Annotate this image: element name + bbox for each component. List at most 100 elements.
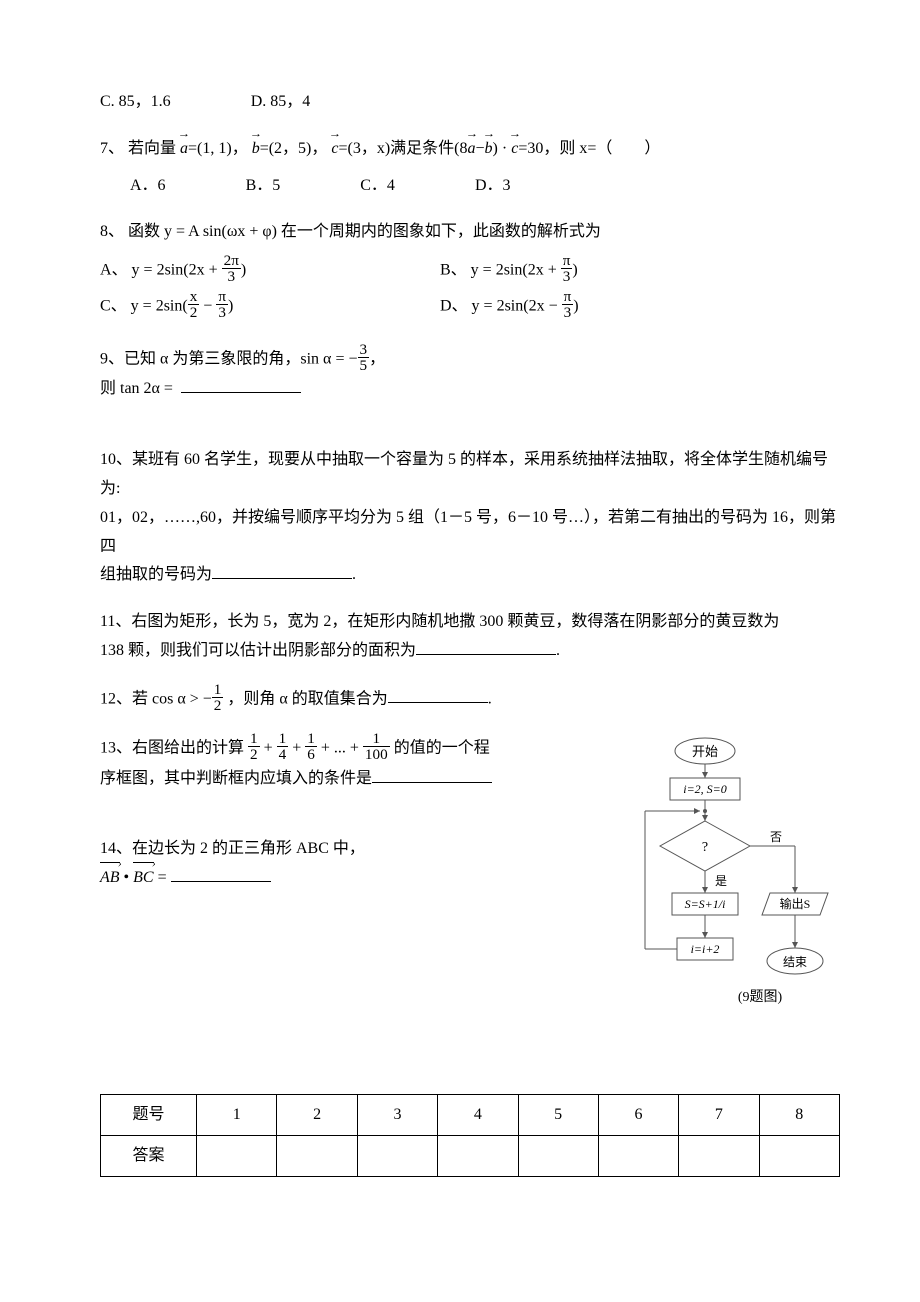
td-7 bbox=[679, 1135, 759, 1176]
th-8: 8 bbox=[759, 1094, 839, 1135]
q6-opt-d: D. 85，4 bbox=[251, 88, 311, 117]
q9-line1: 9、已知 α 为第三象限的角，sin α = −35， bbox=[100, 344, 840, 375]
q14-l2: AB • BC = bbox=[100, 864, 610, 893]
spacer2 bbox=[100, 811, 610, 835]
q10-blank bbox=[212, 562, 352, 579]
q13f1n: 1 bbox=[248, 731, 260, 746]
q13-p2: + bbox=[288, 740, 305, 757]
q6-options: C. 85，1.6 D. 85，4 bbox=[100, 88, 840, 117]
flowchart-svg: 开始 i=2, S=0 ? 是 否 S=S+1/i 输出S bbox=[630, 733, 840, 1053]
q6-opt-c: C. 85，1.6 bbox=[100, 88, 171, 117]
q8-stem: 8、 函数 y = A sin(ωx + φ) 在一个周期内的图象如下，此函数的… bbox=[100, 218, 840, 247]
vec-c: c bbox=[331, 135, 338, 164]
q8c-tail: ) bbox=[228, 297, 233, 314]
question-8: 8、 函数 y = A sin(ωx + φ) 在一个周期内的图象如下，此函数的… bbox=[100, 218, 840, 326]
q11-l2-lead: 138 颗，则我们可以估计出阴影部分的面积为 bbox=[100, 642, 416, 659]
q13-p1: + bbox=[260, 740, 277, 757]
q9-lead: 9、已知 α 为第三象限的角，sin α = − bbox=[100, 350, 358, 367]
q13-f2: 14 bbox=[277, 731, 289, 762]
q10-l3: 组抽取的号码为. bbox=[100, 561, 840, 590]
q7-eq-c: =(3，x)满足条件(8 bbox=[339, 140, 468, 157]
q13-q14-block: 13、右图给出的计算 12 + 14 + 16 + ... + 1100 的值的… bbox=[100, 733, 840, 1064]
question-9: 9、已知 α 为第三象限的角，sin α = −35， 则 tan 2α = bbox=[100, 344, 840, 404]
q14-blank bbox=[171, 865, 271, 882]
q11-l2: 138 颗，则我们可以估计出阴影部分的面积为. bbox=[100, 637, 840, 666]
q13-mid: 的值的一个程 bbox=[390, 740, 490, 757]
q11-l1: 11、右图为矩形，长为 5，宽为 2，在矩形内随机地撒 300 颗黄豆，数得落在… bbox=[100, 608, 840, 637]
th-1: 1 bbox=[197, 1094, 277, 1135]
th-7: 7 bbox=[679, 1094, 759, 1135]
q13f4n: 1 bbox=[363, 731, 390, 746]
q13-f4: 1100 bbox=[363, 731, 390, 762]
q11-l2-tail: . bbox=[556, 642, 560, 659]
answer-table: 题号 1 2 3 4 5 6 7 8 答案 bbox=[100, 1094, 840, 1177]
q7-opt-a: A．6 bbox=[130, 172, 166, 201]
q9-den: 5 bbox=[358, 357, 370, 373]
td-5 bbox=[518, 1135, 598, 1176]
q10-l1: 10、某班有 60 名学生，现要从中抽取一个容量为 5 的样本，采用系统抽样法抽… bbox=[100, 446, 840, 504]
fc-caption: (9题图) bbox=[738, 990, 783, 1005]
vec-a: a bbox=[180, 135, 188, 164]
q10-l2: 01，02，……,60，并按编号顺序平均分为 5 组（1－5 号，6－10 号…… bbox=[100, 504, 840, 562]
th-6: 6 bbox=[598, 1094, 678, 1135]
q13f2d: 4 bbox=[277, 746, 289, 762]
question-11: 11、右图为矩形，长为 5，宽为 2，在矩形内随机地撒 300 颗黄豆，数得落在… bbox=[100, 608, 840, 666]
q8-opt-c: C、 y = 2sin(x2 − π3) bbox=[100, 291, 380, 322]
q8a-den: 3 bbox=[222, 268, 241, 284]
q7-eq-a: =(1, 1)， bbox=[188, 140, 248, 157]
text-column: 13、右图给出的计算 12 + 14 + 16 + ... + 1100 的值的… bbox=[100, 733, 610, 911]
q8-options: A、 y = 2sin(2x + 2π3) B、 y = 2sin(2x + π… bbox=[100, 255, 840, 326]
q12-mid: ，则角 α 的取值集合为 bbox=[223, 690, 387, 707]
q13f1d: 2 bbox=[248, 746, 260, 762]
answer-table-header-row: 题号 1 2 3 4 5 6 7 8 bbox=[101, 1094, 840, 1135]
td-6 bbox=[598, 1135, 678, 1176]
q8b-frac: π3 bbox=[561, 253, 573, 284]
question-7: 7、 若向量 a=(1, 1)， b=(2，5)， c=(3，x)满足条件(8a… bbox=[100, 135, 840, 201]
q12-num: 1 bbox=[212, 682, 224, 697]
td-8 bbox=[759, 1135, 839, 1176]
q14-l1: 14、在边长为 2 的正三角形 ABC 中， bbox=[100, 835, 610, 864]
q14-dot: • bbox=[120, 869, 134, 886]
q12-den: 2 bbox=[212, 697, 224, 713]
fc-no: 否 bbox=[770, 830, 782, 844]
q12-blank bbox=[388, 686, 488, 703]
q8c-frac2: π3 bbox=[216, 289, 228, 320]
q8c-d1: 2 bbox=[188, 304, 200, 320]
q12-frac: 12 bbox=[212, 682, 224, 713]
vec-a2: a bbox=[468, 135, 476, 164]
q13-l1: 13、右图给出的计算 12 + 14 + 16 + ... + 1100 的值的… bbox=[100, 733, 610, 764]
q8-opt-a: A、 y = 2sin(2x + 2π3) bbox=[100, 255, 380, 286]
q8b-lead: B、 y = 2sin(2x + bbox=[440, 262, 561, 279]
q13f4d: 100 bbox=[363, 746, 390, 762]
q7-eq-b: =(2，5)， bbox=[260, 140, 328, 157]
q8a-tail: ) bbox=[241, 262, 246, 279]
q13-l2: 序框图，其中判断框内应填入的条件是 bbox=[100, 765, 610, 794]
th-5: 5 bbox=[518, 1094, 598, 1135]
td-3 bbox=[357, 1135, 437, 1176]
q8-opt-d: D、 y = 2sin(2x − π3) bbox=[440, 291, 720, 322]
q13-l2-lead: 序框图，其中判断框内应填入的条件是 bbox=[100, 770, 372, 787]
q13f2n: 1 bbox=[277, 731, 289, 746]
question-14: 14、在边长为 2 的正三角形 ABC 中， AB • BC = bbox=[100, 835, 610, 893]
q7-opt-b: B．5 bbox=[246, 172, 281, 201]
vec-b2: b bbox=[485, 135, 493, 164]
q8d-num: π bbox=[562, 289, 574, 304]
figure-column: 开始 i=2, S=0 ? 是 否 S=S+1/i 输出S bbox=[630, 733, 840, 1064]
fc-out: 输出S bbox=[780, 896, 811, 911]
q7-stem: 7、 若向量 a=(1, 1)， b=(2，5)， c=(3，x)满足条件(8a… bbox=[100, 135, 840, 164]
q9-l2-lead: 则 tan 2α = bbox=[100, 380, 177, 397]
q7-opt-d: D．3 bbox=[475, 172, 511, 201]
answer-table-answer-row: 答案 bbox=[101, 1135, 840, 1176]
q13-f1: 12 bbox=[248, 731, 260, 762]
question-13: 13、右图给出的计算 12 + 14 + 16 + ... + 1100 的值的… bbox=[100, 733, 610, 793]
q10-l3-tail: . bbox=[352, 566, 356, 583]
q13-blank bbox=[372, 766, 492, 783]
fc-s2: i=i+2 bbox=[691, 942, 720, 956]
q8b-num: π bbox=[561, 253, 573, 268]
q8c-n2: π bbox=[216, 289, 228, 304]
q8-opt-b: B、 y = 2sin(2x + π3) bbox=[440, 255, 720, 286]
q9-line2: 则 tan 2α = bbox=[100, 375, 840, 404]
q13-p3: + ... + bbox=[317, 740, 363, 757]
vec-b: b bbox=[252, 135, 260, 164]
q8c-n1: x bbox=[188, 289, 200, 304]
